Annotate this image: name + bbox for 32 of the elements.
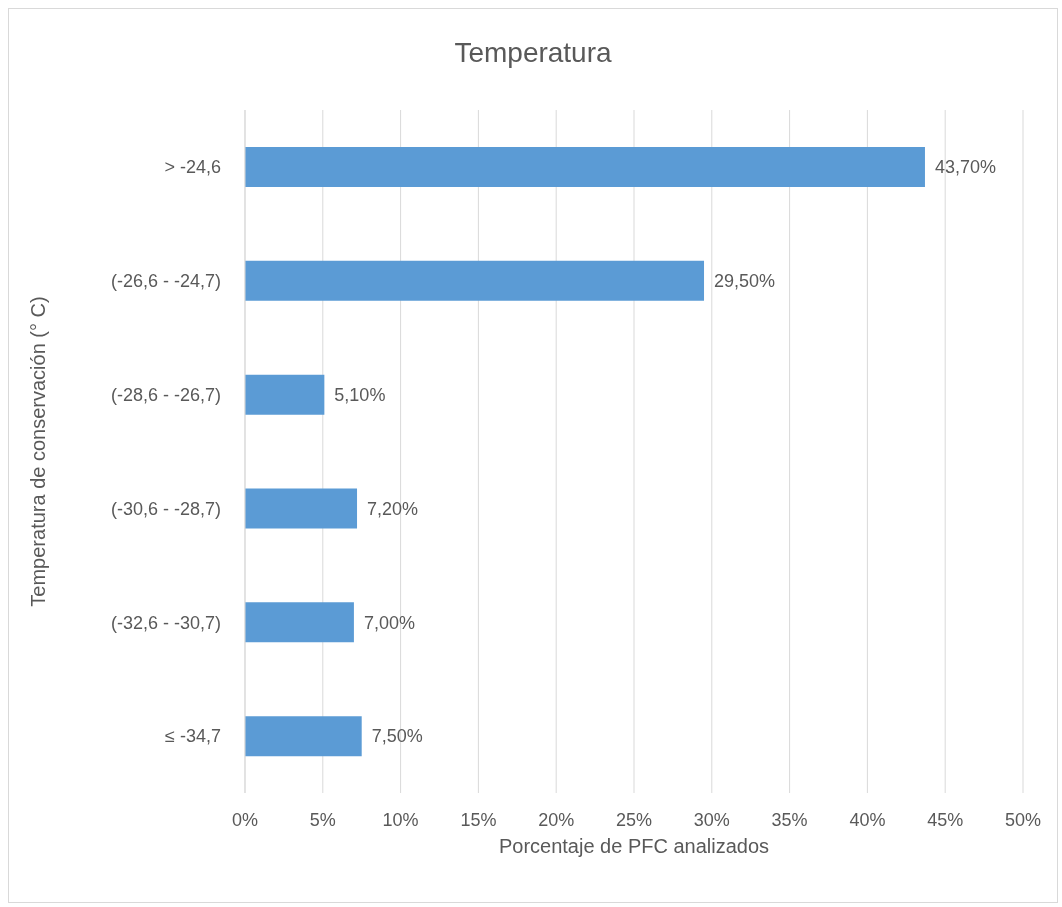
data-label: 7,00% — [363, 612, 415, 633]
x-tick-label: 40% — [849, 809, 886, 830]
data-label: 29,50% — [714, 271, 776, 292]
bar — [245, 488, 358, 529]
data-label: 43,70% — [934, 157, 997, 178]
bar — [245, 716, 362, 757]
bar — [245, 147, 925, 187]
chart-title: Temperatura — [453, 37, 613, 69]
x-tick-label: 15% — [460, 809, 497, 830]
data-label: 7,50% — [371, 726, 423, 747]
data-label: 7,20% — [367, 498, 419, 519]
x-tick-label: 30% — [693, 809, 730, 830]
x-tick-label: 45% — [927, 809, 964, 830]
y-tick-label: (-28,6 - -26,7) — [110, 384, 221, 405]
y-tick-label: ≤ -34,7 — [165, 726, 221, 747]
y-tick-label: (-26,6 - -24,7) — [110, 271, 221, 292]
y-axis-title: Temperatura de conservación (° C) — [27, 296, 49, 607]
bar — [245, 602, 354, 643]
x-tick-label: 35% — [771, 809, 808, 830]
x-tick-label: 50% — [1004, 809, 1042, 830]
data-label: 5,10% — [334, 384, 386, 405]
x-tick-label: 20% — [538, 809, 575, 830]
y-tick-label: (-32,6 - -30,7) — [110, 612, 221, 633]
x-tick-label: 25% — [615, 809, 653, 830]
bar — [245, 374, 325, 415]
x-tick-label: 0% — [231, 809, 259, 830]
y-tick-label: > -24,6 — [164, 157, 221, 178]
bar — [245, 260, 705, 301]
x-tick-label: 5% — [309, 809, 336, 830]
x-tick-label: 10% — [382, 809, 419, 830]
y-tick-label: (-30,6 - -28,7) — [110, 498, 221, 519]
x-axis-title: Porcentaje de PFC analizados — [498, 835, 770, 857]
